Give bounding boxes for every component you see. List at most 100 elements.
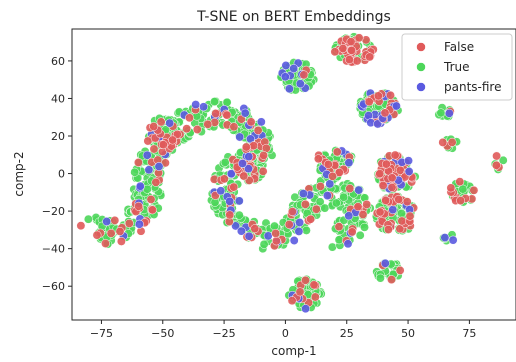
scatter-point	[284, 220, 294, 229]
scatter-point	[130, 167, 140, 177]
scatter-point	[182, 124, 192, 134]
scatter-point	[354, 185, 364, 195]
scatter-point	[438, 137, 448, 147]
scatter-point	[289, 64, 299, 73]
scatter-point	[456, 196, 466, 206]
scatter-point	[315, 181, 325, 191]
scatter-point	[330, 47, 340, 57]
scatter-point	[83, 214, 93, 224]
scatter-point	[258, 166, 268, 176]
scatter-point	[154, 162, 164, 171]
scatter-point	[101, 239, 110, 248]
scatter-point	[284, 84, 294, 94]
scatter-point	[300, 199, 310, 209]
scatter-point	[148, 205, 157, 215]
scatter-point	[309, 280, 319, 290]
scatter-point	[92, 230, 102, 240]
scatter-point	[310, 292, 320, 302]
scatter-point	[146, 194, 156, 204]
x-tick-label: −50	[151, 327, 174, 340]
scatter-point	[320, 203, 330, 213]
scatter-point	[241, 142, 251, 152]
scatter-point	[225, 210, 235, 220]
scatter-point	[142, 150, 152, 160]
scatter-point	[381, 196, 391, 205]
scatter-point	[259, 150, 269, 160]
scatter-point	[344, 158, 354, 168]
scatter-point	[210, 97, 219, 107]
scatter-point	[339, 192, 349, 202]
scatter-point	[135, 181, 145, 191]
scatter-point	[362, 199, 372, 209]
scatter-point	[244, 152, 254, 162]
x-axis-label: comp-1	[271, 344, 316, 358]
legend-label: False	[444, 40, 474, 54]
scatter-point	[216, 186, 226, 196]
scatter-point	[234, 210, 244, 220]
scatter-point	[106, 228, 116, 238]
scatter-point	[455, 177, 465, 187]
scatter-point	[280, 72, 290, 82]
y-tick-label: 0	[58, 168, 65, 181]
scatter-point	[380, 108, 390, 118]
scatter-point	[124, 218, 134, 228]
scatter-point	[380, 258, 390, 268]
scatter-point	[244, 164, 253, 174]
scatter-point	[192, 125, 202, 134]
scatter-point	[134, 219, 144, 229]
chart-title: T-SNE on BERT Embeddings	[196, 9, 391, 25]
scatter-point	[345, 184, 355, 193]
scatter-point	[203, 119, 213, 129]
x-tick-label: −75	[90, 327, 113, 340]
scatter-point	[295, 79, 305, 89]
x-tick-label: 0	[282, 327, 289, 340]
y-tick-label: −20	[42, 205, 65, 218]
scatter-point	[270, 221, 279, 231]
scatter-point	[219, 174, 229, 184]
scatter-point	[440, 233, 450, 243]
scatter-point	[397, 208, 406, 218]
scatter-point	[134, 201, 144, 211]
scatter-point	[115, 226, 125, 236]
legend-marker	[416, 42, 426, 52]
legend-label: True	[443, 60, 470, 74]
scatter-point	[263, 231, 273, 241]
scatter-point	[281, 61, 291, 70]
scatter-point	[492, 151, 502, 161]
scatter-point	[394, 194, 404, 204]
scatter-point	[323, 159, 333, 169]
scatter-point	[110, 215, 120, 225]
scatter-point	[239, 171, 249, 181]
scatter-point	[253, 125, 263, 135]
scatter-point	[390, 150, 400, 160]
scatter-point	[298, 189, 308, 199]
scatter-point	[301, 225, 311, 235]
y-tick-label: 40	[51, 92, 65, 105]
scatter-point	[229, 182, 239, 192]
scatter-point	[498, 155, 508, 165]
scatter-point	[383, 225, 393, 234]
scatter-point	[352, 56, 362, 66]
scatter-point	[220, 157, 230, 167]
scatter-point	[301, 275, 310, 285]
scatter-point	[388, 205, 398, 215]
scatter-point	[116, 236, 126, 246]
y-axis-ticks: −60 −40 −20 0 20 40 60	[42, 55, 72, 293]
x-tick-label: −25	[212, 327, 235, 340]
scatter-point	[387, 275, 396, 285]
scatter-point	[294, 226, 304, 236]
scatter-point	[469, 185, 479, 195]
scatter-point	[378, 181, 388, 190]
scatter-point	[271, 236, 281, 246]
scatter-point	[235, 132, 245, 142]
scatter-point	[353, 202, 363, 212]
scatter-point	[287, 207, 297, 217]
scatter-point	[391, 101, 401, 111]
scatter-point	[165, 118, 175, 128]
x-tick-label: 75	[462, 327, 476, 340]
legend: False True pants-fire	[401, 33, 513, 101]
scatter-point	[402, 197, 412, 207]
scatter-point	[289, 236, 299, 245]
scatter-point	[397, 216, 407, 226]
